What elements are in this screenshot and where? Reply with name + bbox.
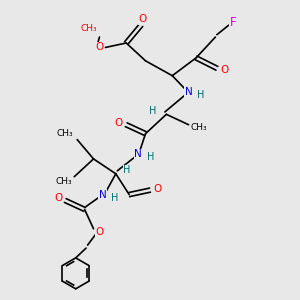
Text: CH₃: CH₃ [56, 177, 72, 186]
Text: N: N [185, 87, 193, 97]
Text: O: O [95, 43, 104, 52]
Text: O: O [220, 65, 228, 75]
Text: N: N [134, 149, 142, 160]
Text: H: H [149, 106, 157, 116]
Text: H: H [123, 165, 131, 175]
Text: H: H [111, 193, 118, 202]
Text: O: O [54, 193, 63, 203]
Text: O: O [153, 184, 162, 194]
Text: H: H [197, 90, 205, 100]
Text: CH₃: CH₃ [191, 123, 207, 132]
Text: N: N [99, 190, 106, 200]
Text: O: O [95, 227, 104, 237]
Text: F: F [230, 16, 236, 29]
Text: CH₃: CH₃ [57, 129, 74, 138]
Text: O: O [115, 118, 123, 128]
Text: O: O [138, 14, 147, 24]
Text: H: H [147, 152, 154, 162]
Text: CH₃: CH₃ [81, 24, 98, 33]
